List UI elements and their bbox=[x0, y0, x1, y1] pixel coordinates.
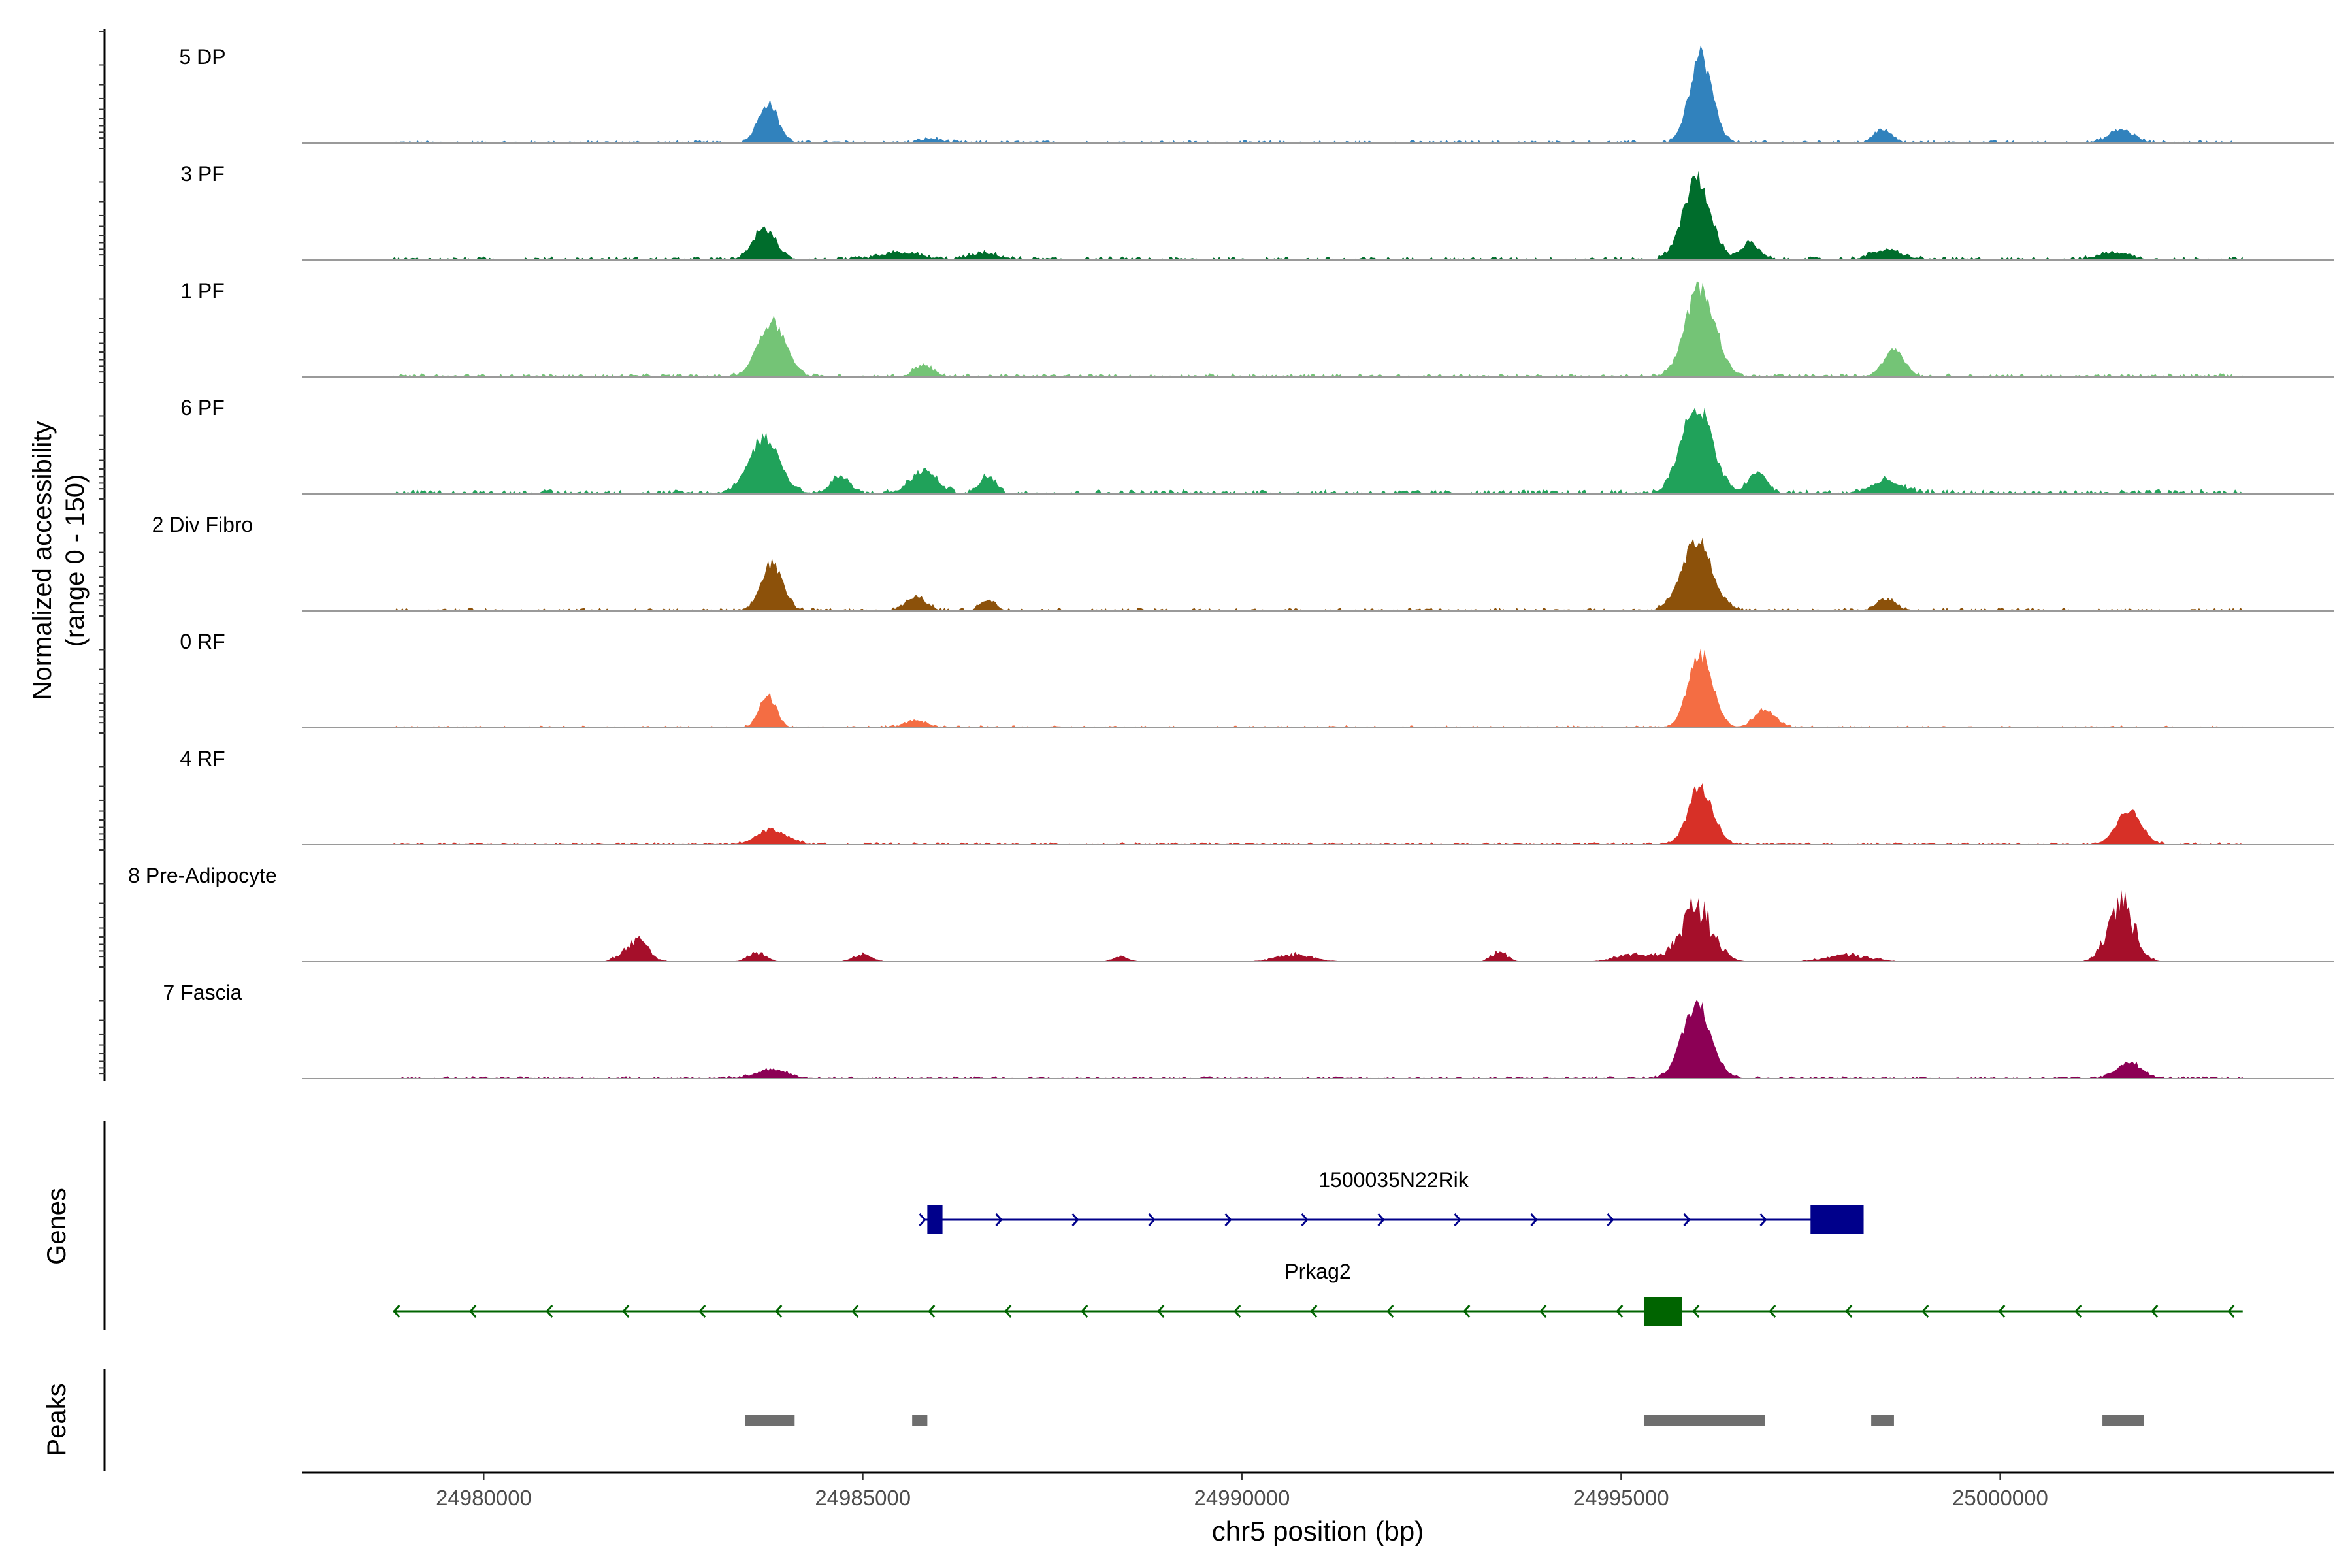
strand-arrow bbox=[1310, 1305, 1318, 1318]
strand-arrow bbox=[1539, 1305, 1547, 1318]
peak-region bbox=[912, 1415, 928, 1426]
strand-arrow bbox=[2151, 1305, 2159, 1318]
strand-arrow bbox=[393, 1305, 400, 1318]
coverage-area bbox=[393, 1000, 2243, 1079]
track-label: 5 DP bbox=[179, 45, 225, 69]
coverage-area bbox=[393, 280, 2243, 377]
strand-arrow bbox=[1148, 1213, 1156, 1226]
strand-arrow bbox=[775, 1305, 783, 1318]
exon bbox=[927, 1205, 943, 1234]
strand-arrow bbox=[1386, 1305, 1394, 1318]
strand-arrow bbox=[1845, 1305, 1853, 1318]
track-6-pf: 6 PF bbox=[180, 396, 2334, 495]
coverage-area bbox=[393, 45, 2243, 144]
strand-arrow bbox=[1530, 1213, 1538, 1226]
peak-region bbox=[1871, 1415, 1894, 1426]
strand-arrow bbox=[1463, 1305, 1471, 1318]
strand-arrow bbox=[1377, 1213, 1385, 1226]
exon bbox=[1643, 1297, 1682, 1326]
track-0-rf: 0 RF bbox=[180, 630, 2334, 728]
track-label: 3 PF bbox=[180, 162, 225, 186]
gene-prkag2: Prkag2 bbox=[393, 1260, 2243, 1326]
strand-arrow bbox=[469, 1305, 477, 1318]
x-tick-label: 25000000 bbox=[1952, 1486, 2048, 1510]
peak-region bbox=[745, 1415, 795, 1426]
peak-region bbox=[1643, 1415, 1765, 1426]
x-axis-title: chr5 position (bp) bbox=[1212, 1516, 1424, 1546]
strand-arrow bbox=[622, 1305, 630, 1318]
gene-label: 1500035N22Rik bbox=[1318, 1168, 1469, 1192]
strand-arrow bbox=[1616, 1305, 1624, 1318]
coverage-area bbox=[393, 537, 2243, 611]
strand-arrow bbox=[928, 1305, 936, 1318]
track-label: 7 Fascia bbox=[163, 981, 242, 1004]
track-1-pf: 1 PF bbox=[180, 279, 2334, 378]
x-tick-label: 24990000 bbox=[1194, 1486, 1290, 1510]
strand-arrow bbox=[1071, 1213, 1079, 1226]
x-tick-label: 24985000 bbox=[815, 1486, 911, 1510]
strand-arrow bbox=[1921, 1305, 1929, 1318]
track-label: 4 RF bbox=[180, 747, 225, 770]
track-3-pf: 3 PF bbox=[180, 162, 2334, 261]
y-axis-range-label: (range 0 - 150) bbox=[61, 474, 90, 647]
strand-arrow bbox=[1998, 1305, 2006, 1318]
peak-regions-panel bbox=[745, 1415, 2144, 1426]
genes-panel-title: Genes bbox=[42, 1188, 71, 1265]
strand-arrow bbox=[2074, 1305, 2082, 1318]
coverage-tracks: 5 DP 3 PF 1 PF 6 PF 2 Div Fibro 0 RF 4 RF 8 Pre… bbox=[128, 45, 2334, 1079]
track-label: 2 Div Fibro bbox=[152, 513, 253, 536]
strand-arrow bbox=[919, 1213, 926, 1226]
gene-annotation-panel: 1500035N22Rik Prkag2 bbox=[393, 1168, 2243, 1326]
coverage-area bbox=[393, 890, 2243, 962]
peaks-panel-title: Peaks bbox=[42, 1383, 71, 1456]
gene-1500035n22rik: 1500035N22Rik bbox=[919, 1168, 1864, 1234]
y-axis-title: Normalized accessibility bbox=[28, 421, 57, 700]
coverage-area bbox=[393, 407, 2243, 494]
track-label: 0 RF bbox=[180, 630, 225, 653]
strand-arrow bbox=[1692, 1305, 1700, 1318]
x-tick-label: 24995000 bbox=[1573, 1486, 1669, 1510]
strand-arrow bbox=[1224, 1213, 1232, 1226]
strand-arrow bbox=[1081, 1305, 1088, 1318]
coverage-area bbox=[393, 170, 2243, 260]
strand-arrow bbox=[1769, 1305, 1776, 1318]
strand-arrow bbox=[1233, 1305, 1241, 1318]
x-tick-label: 24980000 bbox=[436, 1486, 532, 1510]
strand-arrow bbox=[1683, 1213, 1691, 1226]
exon bbox=[1810, 1205, 1864, 1234]
strand-arrow bbox=[698, 1305, 706, 1318]
track-label: 1 PF bbox=[180, 279, 225, 302]
coverage-area bbox=[393, 783, 2243, 845]
strand-arrow bbox=[1607, 1213, 1614, 1226]
strand-arrow bbox=[995, 1213, 1003, 1226]
track-8-pre-adipocyte: 8 Pre-Adipocyte bbox=[128, 864, 2334, 962]
strand-arrow bbox=[546, 1305, 553, 1318]
track-7-fascia: 7 Fascia bbox=[163, 981, 2334, 1079]
track-label: 6 PF bbox=[180, 396, 225, 419]
axes: 24980000 24985000 24990000 24995000 25000000 bbox=[99, 29, 2334, 1510]
strand-arrow bbox=[1454, 1213, 1462, 1226]
strand-arrow bbox=[1004, 1305, 1012, 1318]
strand-arrow bbox=[1301, 1213, 1309, 1226]
track-4-rf: 4 RF bbox=[180, 747, 2334, 845]
track-5-dp: 5 DP bbox=[179, 45, 2334, 144]
strand-arrow bbox=[2227, 1305, 2235, 1318]
strand-arrow bbox=[1759, 1213, 1767, 1226]
track-label: 8 Pre-Adipocyte bbox=[128, 864, 277, 887]
coverage-area bbox=[393, 648, 2243, 728]
gene-label: Prkag2 bbox=[1284, 1260, 1350, 1283]
track-2-div-fibro: 2 Div Fibro bbox=[152, 513, 2334, 612]
strand-arrow bbox=[851, 1305, 859, 1318]
strand-arrow bbox=[1157, 1305, 1165, 1318]
peak-region bbox=[2102, 1415, 2144, 1426]
